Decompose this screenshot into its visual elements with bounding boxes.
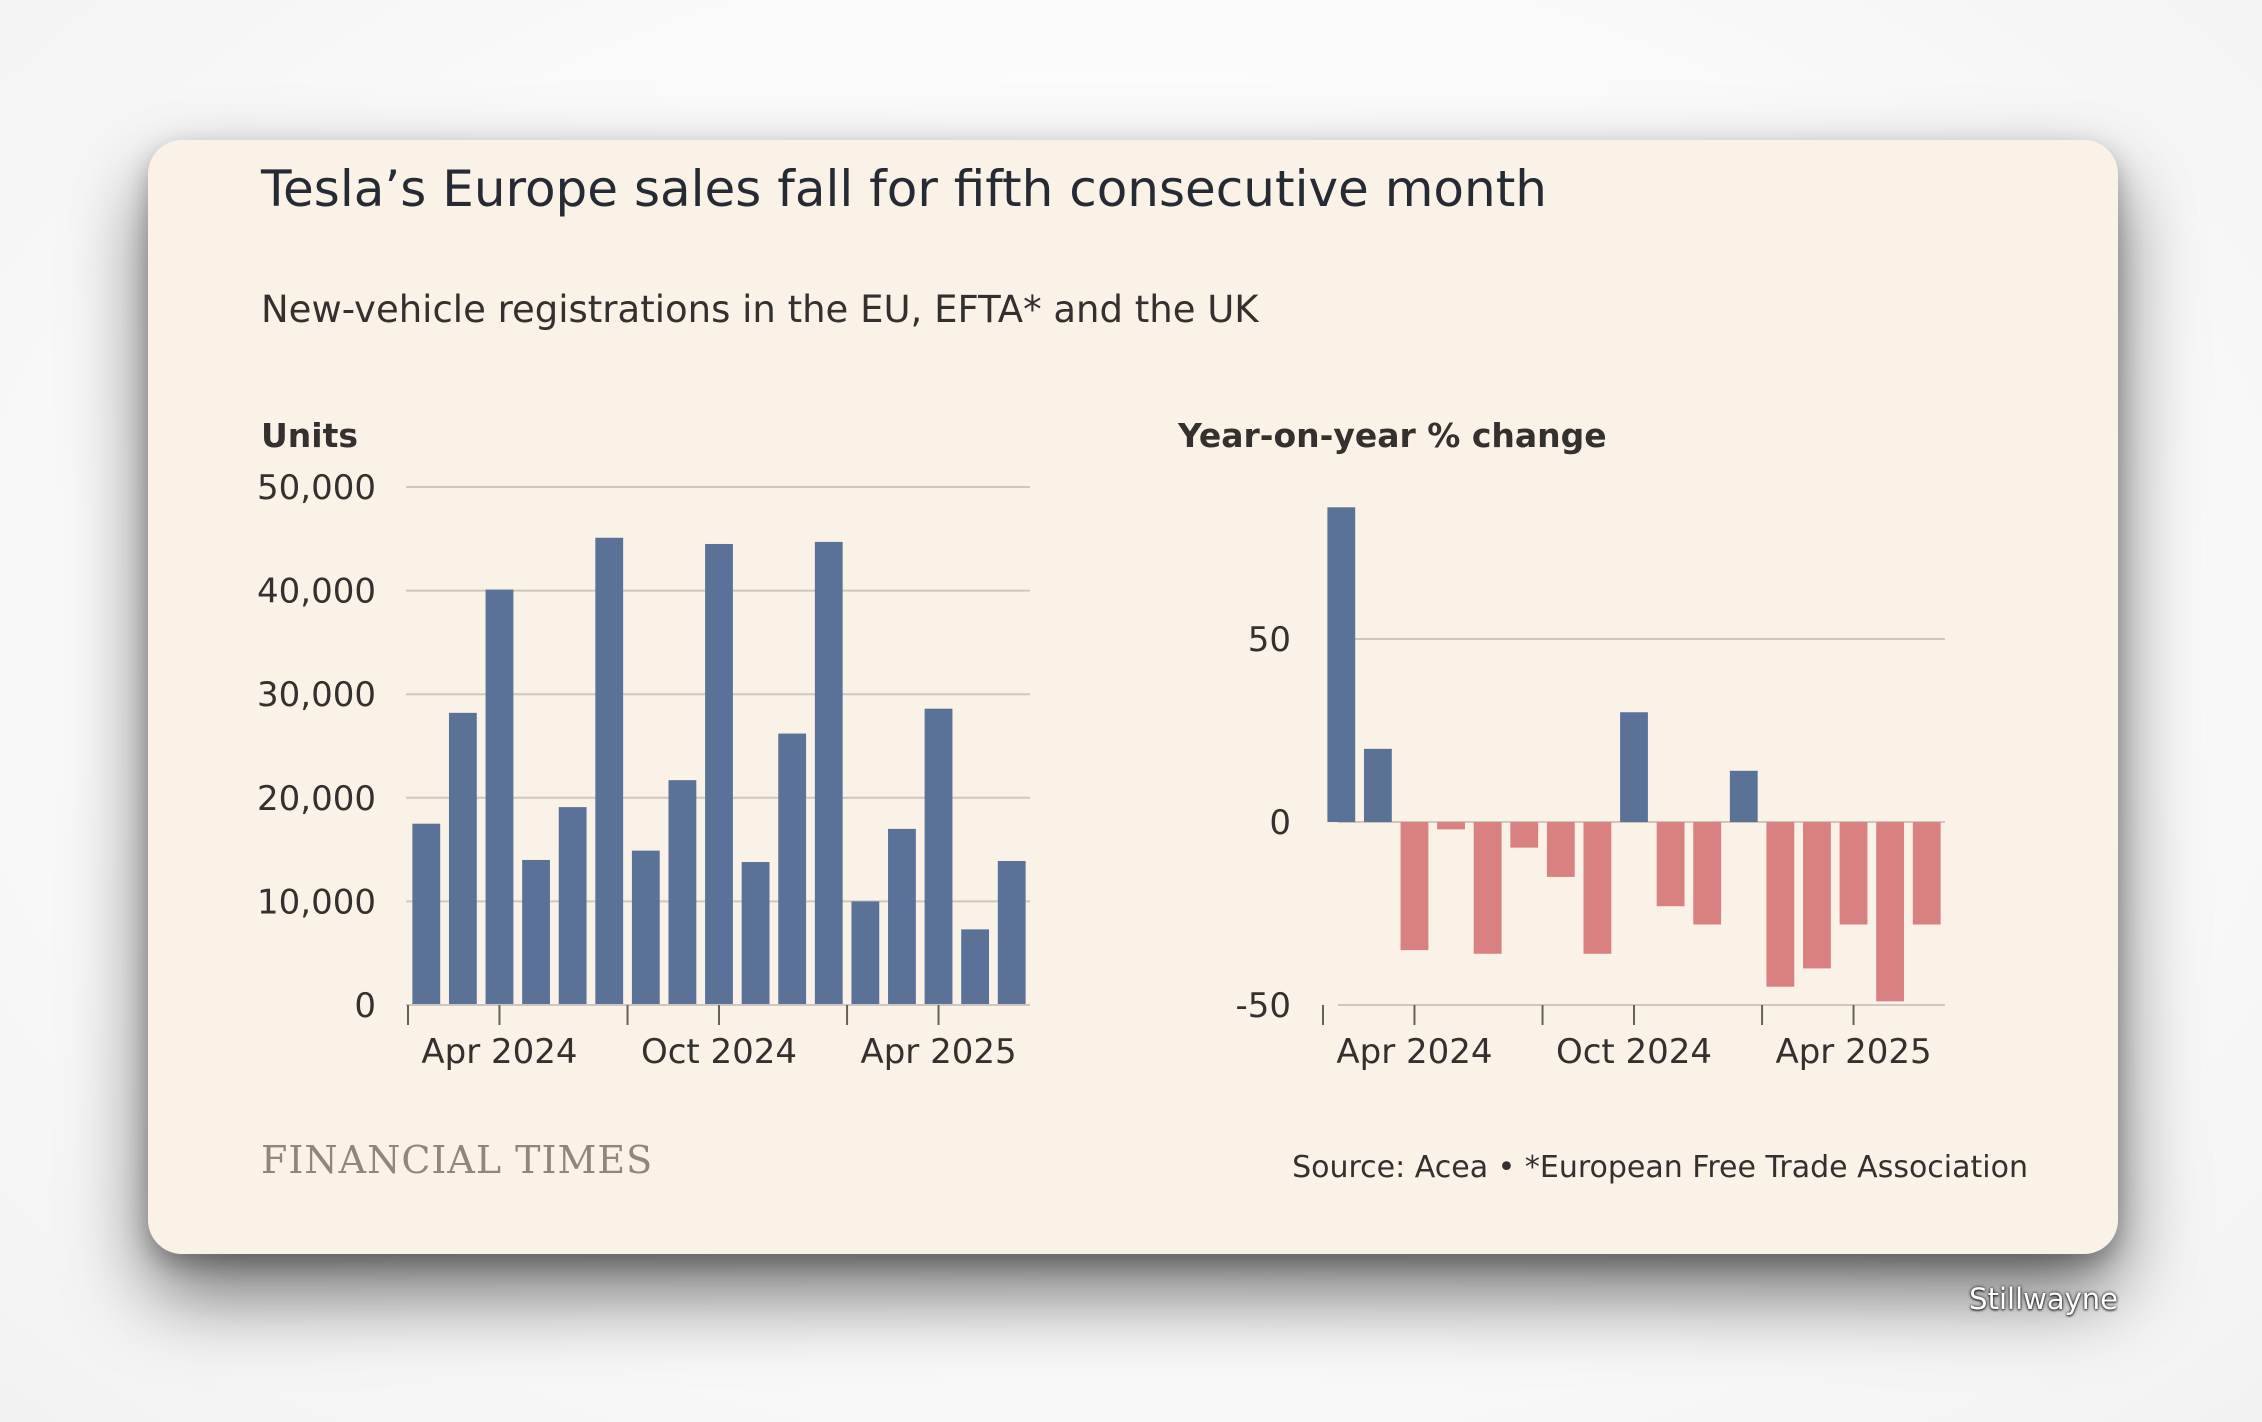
bar	[1400, 822, 1429, 951]
financial-times-logo: FINANCIAL TIMES	[261, 1138, 654, 1182]
bar	[668, 780, 697, 1005]
x-tick-label: Apr 2025	[1775, 1032, 1931, 1072]
bar	[1729, 770, 1758, 823]
y-tick-label: 10,000	[257, 882, 376, 922]
bar	[1510, 822, 1539, 848]
y-tick-label: 30,000	[257, 675, 376, 715]
units-bar-chart: 0 10,000 20,000 30,000 40,000 50,000 Apr 2024 O…	[257, 468, 1030, 1072]
bar	[1437, 822, 1465, 830]
y-tick-label: 20,000	[257, 779, 376, 819]
bar	[1363, 748, 1392, 823]
chart-card: Tesla’s Europe sales fall for fifth cons…	[148, 140, 2118, 1254]
bar	[924, 708, 953, 1005]
source-note: Source: Acea • *European Free Trade Asso…	[1292, 1150, 2028, 1185]
x-tick-label: Oct 2024	[1556, 1032, 1712, 1072]
bar	[851, 901, 880, 1005]
bar	[1766, 822, 1795, 987]
bar	[522, 859, 550, 1005]
bar	[631, 850, 660, 1005]
bar	[705, 543, 733, 1005]
bar	[814, 541, 843, 1005]
bar	[1473, 822, 1502, 954]
yoy-change-bar-chart: -50 0 50 Apr 2024 Oct 2024 Apr 2025	[1235, 507, 1945, 1072]
bar	[888, 828, 916, 1005]
bar	[1876, 822, 1905, 1002]
bar	[485, 589, 514, 1005]
bar	[1839, 822, 1868, 925]
y-tick-label: -50	[1235, 986, 1291, 1026]
bar	[595, 537, 624, 1005]
bar	[1620, 712, 1648, 823]
bar	[412, 823, 441, 1005]
x-tick-label: Apr 2024	[1336, 1032, 1492, 1072]
bar	[1693, 822, 1722, 925]
y-tick-label: 0	[354, 986, 376, 1026]
y-tick-label: 50,000	[257, 468, 376, 508]
y-tick-label: 0	[1269, 803, 1291, 843]
bar	[997, 860, 1026, 1005]
bar	[1656, 822, 1685, 907]
bar	[1803, 822, 1831, 969]
x-tick-label: Apr 2025	[860, 1032, 1016, 1072]
bar	[448, 712, 477, 1005]
y-tick-label: 50	[1248, 620, 1291, 660]
bar	[1912, 822, 1941, 925]
bar	[1583, 822, 1612, 954]
x-tick-label: Oct 2024	[641, 1032, 797, 1072]
chart-subtitle: New-vehicle registrations in the EU, EFT…	[261, 288, 1259, 331]
chart-title: Tesla’s Europe sales fall for fifth cons…	[261, 160, 1547, 218]
yoy-panel-label: Year-on-year % change	[1178, 416, 1607, 455]
bar	[961, 929, 990, 1005]
watermark: Stillwayne	[1969, 1282, 2118, 1316]
bar	[741, 862, 770, 1005]
bar	[1327, 507, 1356, 823]
x-tick-label: Apr 2024	[421, 1032, 577, 1072]
y-tick-label: 40,000	[257, 572, 376, 612]
units-panel-label: Units	[261, 416, 359, 455]
bar	[1546, 822, 1575, 877]
bar	[558, 807, 587, 1005]
bar	[778, 733, 807, 1005]
